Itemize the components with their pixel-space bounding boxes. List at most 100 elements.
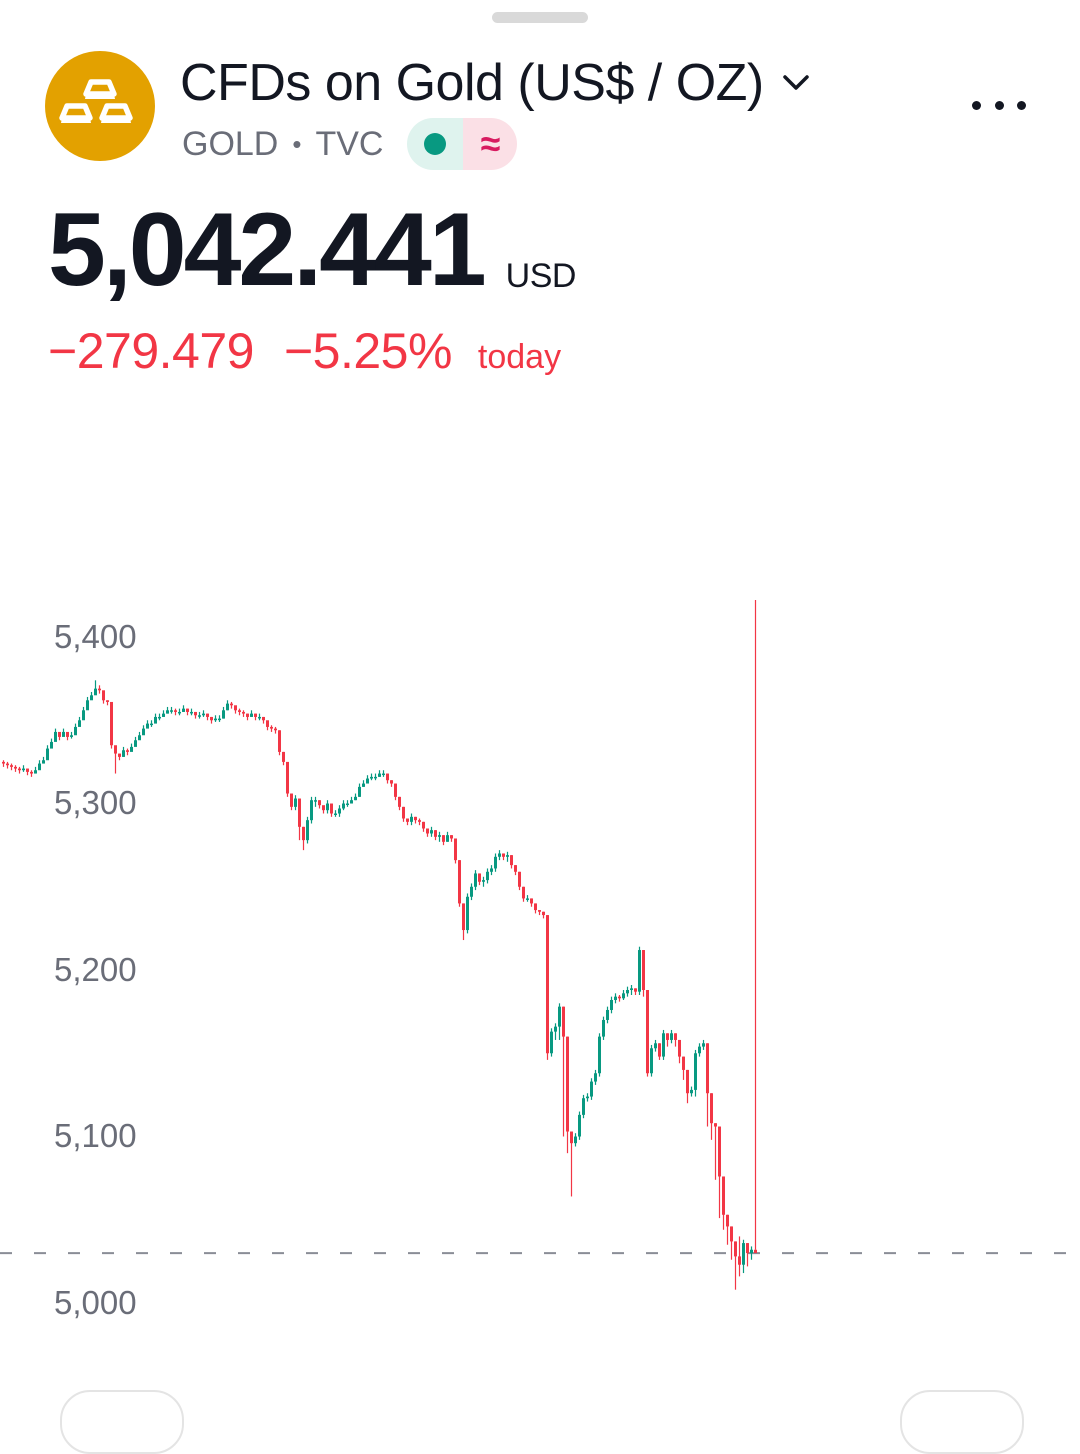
candle <box>334 810 337 817</box>
candle <box>578 1111 581 1140</box>
candle <box>654 1039 657 1052</box>
candle <box>422 821 425 832</box>
candle <box>150 720 153 727</box>
candle <box>182 705 185 712</box>
candle <box>738 1236 741 1277</box>
candle <box>694 1049 697 1097</box>
candle <box>270 725 273 732</box>
candle <box>126 748 129 756</box>
candle <box>502 853 505 861</box>
candle <box>446 831 449 842</box>
candle <box>266 720 269 731</box>
candle <box>214 715 217 722</box>
candle <box>110 701 113 749</box>
candle <box>414 816 417 824</box>
candle <box>338 805 341 817</box>
candle <box>22 765 25 772</box>
candle <box>526 895 529 902</box>
candle <box>66 731 69 741</box>
candle <box>366 775 369 784</box>
candle <box>374 773 377 781</box>
candle <box>90 691 93 701</box>
candle <box>382 770 385 777</box>
candle <box>322 805 325 814</box>
candle <box>86 696 89 711</box>
candle <box>686 1069 689 1104</box>
candle <box>702 1039 705 1050</box>
candle <box>186 708 189 716</box>
candle <box>554 1023 557 1040</box>
candle <box>222 706 225 719</box>
candle <box>166 706 169 714</box>
candle <box>258 713 261 721</box>
candle <box>38 760 41 771</box>
y-tick-label: 5,200 <box>54 951 137 988</box>
candle <box>190 708 193 716</box>
candle <box>318 800 321 809</box>
market-status-pill[interactable]: ≈ <box>407 118 518 170</box>
price-change: −279.479 <box>48 323 254 379</box>
candle <box>42 756 45 764</box>
candle <box>406 818 409 826</box>
bottom-right-button[interactable] <box>900 1390 1024 1454</box>
candle <box>426 828 429 837</box>
candle <box>386 773 389 784</box>
candle <box>714 1123 717 1180</box>
candle <box>534 903 537 914</box>
candle <box>746 1243 749 1267</box>
y-tick-label: 5,100 <box>54 1117 137 1154</box>
candle <box>642 950 645 997</box>
candle <box>238 708 241 716</box>
delayed-data-icon: ≈ <box>463 118 518 170</box>
candle <box>2 760 5 767</box>
candle <box>282 751 285 766</box>
symbol-title-row[interactable]: CFDs on Gold (US$ / OZ) <box>180 52 810 114</box>
candle <box>486 868 489 884</box>
candle <box>326 800 329 814</box>
candle <box>158 713 161 721</box>
candle <box>298 798 301 841</box>
candle <box>570 1131 573 1197</box>
chevron-down-icon[interactable] <box>782 74 810 92</box>
more-dot <box>994 100 1004 110</box>
symbol-subtitle-row: GOLD • TVC ≈ <box>182 118 518 170</box>
candle <box>630 985 633 995</box>
bottom-left-button[interactable] <box>60 1390 184 1454</box>
candle <box>638 946 641 995</box>
candle <box>510 855 513 869</box>
candle <box>162 710 165 717</box>
y-tick-label: 5,300 <box>54 784 137 821</box>
candle <box>582 1094 585 1119</box>
candle <box>254 713 257 721</box>
candle <box>754 600 757 1254</box>
candle <box>666 1033 669 1047</box>
candle <box>330 803 333 817</box>
price-currency: USD <box>505 257 577 295</box>
candle <box>490 865 493 876</box>
candle <box>138 731 141 741</box>
candle <box>134 736 137 747</box>
candle <box>102 690 105 704</box>
symbol-title[interactable]: CFDs on Gold (US$ / OZ) <box>180 54 764 112</box>
candle <box>454 838 457 864</box>
more-dot <box>972 100 981 110</box>
candle <box>514 865 517 876</box>
candle <box>130 743 133 752</box>
candle <box>462 903 465 941</box>
candle <box>474 870 477 891</box>
candle <box>450 835 453 842</box>
candle <box>262 716 265 724</box>
candle <box>646 990 649 1077</box>
more-horizontal-icon[interactable] <box>972 96 1026 114</box>
separator-dot: • <box>292 128 302 159</box>
gold-bars-icon <box>45 51 155 161</box>
candle <box>478 873 481 886</box>
candle <box>390 780 393 787</box>
candle <box>82 706 85 721</box>
sheet-drag-handle[interactable] <box>492 12 588 23</box>
price-chart[interactable] <box>0 600 1080 1300</box>
candle <box>538 910 541 916</box>
candle <box>598 1033 601 1077</box>
candle <box>734 1241 737 1290</box>
candle <box>518 871 521 891</box>
